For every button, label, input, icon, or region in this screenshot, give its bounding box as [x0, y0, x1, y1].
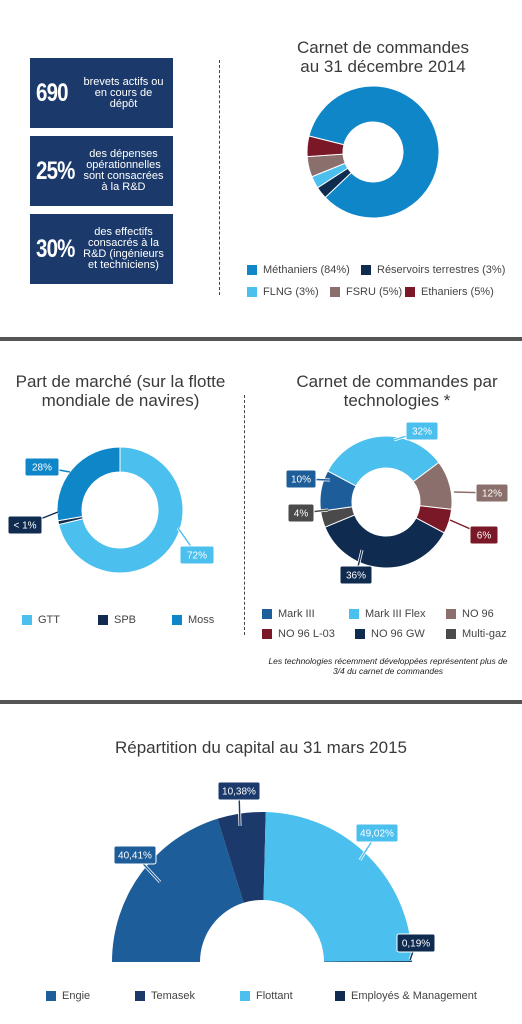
legend-label: Employés & Management — [351, 990, 477, 1002]
half-donut-chart-capital: 40,41% 10,38% 49,02% 0,19% — [0, 700, 522, 980]
svg-text:6%: 6% — [477, 531, 492, 542]
legend-item-temasek: Temasek — [135, 990, 195, 1002]
svg-text:0,19%: 0,19% — [402, 939, 430, 950]
svg-text:40,41%: 40,41% — [118, 851, 152, 862]
legend-swatch — [46, 991, 56, 1001]
legend-item-ethaniers: Ethaniers (5%) — [405, 286, 494, 298]
legend-item-mark-iii-flex: Mark III Flex — [349, 608, 426, 620]
data-label-engie: 40,41% — [114, 846, 160, 882]
donut-slice-moss — [57, 447, 120, 521]
legend-swatch — [405, 287, 415, 297]
donut-chart-market-share: 72% 28% < 1% — [0, 340, 244, 680]
legend-label: Mark III — [278, 608, 315, 620]
legend-label: Temasek — [151, 990, 195, 1002]
legend-item-reservoirs: Réservoirs terrestres (3%) — [361, 264, 505, 276]
legend-label: Flottant — [256, 990, 293, 1002]
legend-label: GTT — [38, 614, 60, 626]
svg-text:28%: 28% — [32, 463, 52, 474]
legend-label: NO 96 L-03 — [278, 628, 335, 640]
legend-item-engie: Engie — [46, 990, 90, 1002]
legend-label: Réservoirs terrestres (3%) — [377, 264, 505, 276]
half-donut-slice-engie — [112, 819, 244, 962]
legend-swatch — [361, 265, 371, 275]
svg-text:< 1%: < 1% — [13, 521, 36, 532]
legend-item-gtt: GTT — [22, 614, 60, 626]
legend-item-flottant: Flottant — [240, 990, 293, 1002]
legend-swatch — [98, 615, 108, 625]
legend-item-spb: SPB — [98, 614, 136, 626]
legend-item-flng: FLNG (3%) — [247, 286, 319, 298]
legend-label: NO 96 — [462, 608, 494, 620]
data-label-moss: 28% — [25, 458, 70, 476]
legend-swatch — [262, 629, 272, 639]
legend-label: Ethaniers (5%) — [421, 286, 494, 298]
legend-swatch — [262, 609, 272, 619]
legend-label: NO 96 GW — [371, 628, 425, 640]
legend-swatch — [335, 991, 345, 1001]
data-label-no-96: 12% — [454, 484, 508, 502]
legend-item-no96-l03: NO 96 L-03 — [262, 628, 335, 640]
legend-label: Engie — [62, 990, 90, 1002]
legend-item-multi-gaz: Multi-gaz — [446, 628, 507, 640]
legend-item-employes: Employés & Management — [335, 990, 477, 1002]
svg-text:4%: 4% — [294, 509, 309, 520]
legend-label: FSRU (5%) — [346, 286, 402, 298]
legend-item-no96-gw: NO 96 GW — [355, 628, 425, 640]
legend-label: Multi-gaz — [462, 628, 507, 640]
svg-text:10%: 10% — [291, 475, 311, 486]
legend-swatch — [349, 609, 359, 619]
legend-item-mark-iii: Mark III — [262, 608, 315, 620]
data-label-flottant: 49,02% — [356, 824, 398, 860]
legend-swatch — [135, 991, 145, 1001]
svg-text:36%: 36% — [346, 571, 366, 582]
svg-text:32%: 32% — [412, 427, 432, 438]
legend-label: SPB — [114, 614, 136, 626]
donut-chart-carnet — [0, 0, 522, 330]
legend-swatch — [330, 287, 340, 297]
legend-swatch — [355, 629, 365, 639]
legend-swatch — [247, 287, 257, 297]
legend-label: Méthaniers (84%) — [263, 264, 350, 276]
legend-label: Mark III Flex — [365, 608, 426, 620]
data-label-gtt: 72% — [178, 528, 214, 564]
data-label-mark-iii-flex: 32% — [394, 422, 438, 440]
legend-item-moss: Moss — [172, 614, 214, 626]
svg-text:12%: 12% — [482, 489, 502, 500]
svg-text:10,38%: 10,38% — [222, 787, 256, 798]
legend-swatch — [247, 265, 257, 275]
legend-item-methaniers: Méthaniers (84%) — [247, 264, 350, 276]
legend-swatch — [172, 615, 182, 625]
legend-swatch — [240, 991, 250, 1001]
technologies-footnote: Les technologies récemment développées r… — [262, 656, 514, 676]
legend-item-no96: NO 96 — [446, 608, 494, 620]
legend-swatch — [22, 615, 32, 625]
svg-text:72%: 72% — [187, 551, 207, 562]
data-label-spb: < 1% — [8, 512, 58, 534]
legend-label: Moss — [188, 614, 214, 626]
legend-swatch — [446, 609, 456, 619]
legend-item-fsru: FSRU (5%) — [330, 286, 402, 298]
legend-swatch — [446, 629, 456, 639]
donut-slice-no-96-gw — [325, 515, 444, 568]
data-label-no-96-l-03: 6% — [450, 520, 498, 544]
svg-text:49,02%: 49,02% — [360, 829, 394, 840]
legend-label: FLNG (3%) — [263, 286, 319, 298]
